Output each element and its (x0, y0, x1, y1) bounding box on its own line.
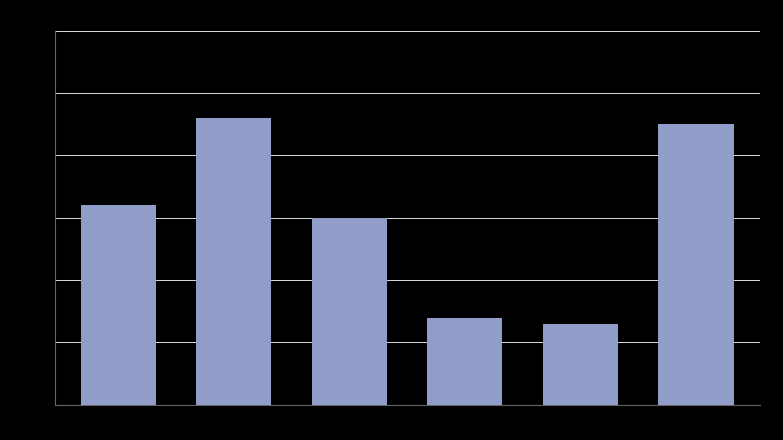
Bar (312, 218, 387, 405)
Bar (197, 118, 272, 405)
Bar (81, 205, 156, 405)
Bar (428, 318, 503, 405)
Bar (659, 124, 734, 405)
Bar (543, 324, 618, 405)
